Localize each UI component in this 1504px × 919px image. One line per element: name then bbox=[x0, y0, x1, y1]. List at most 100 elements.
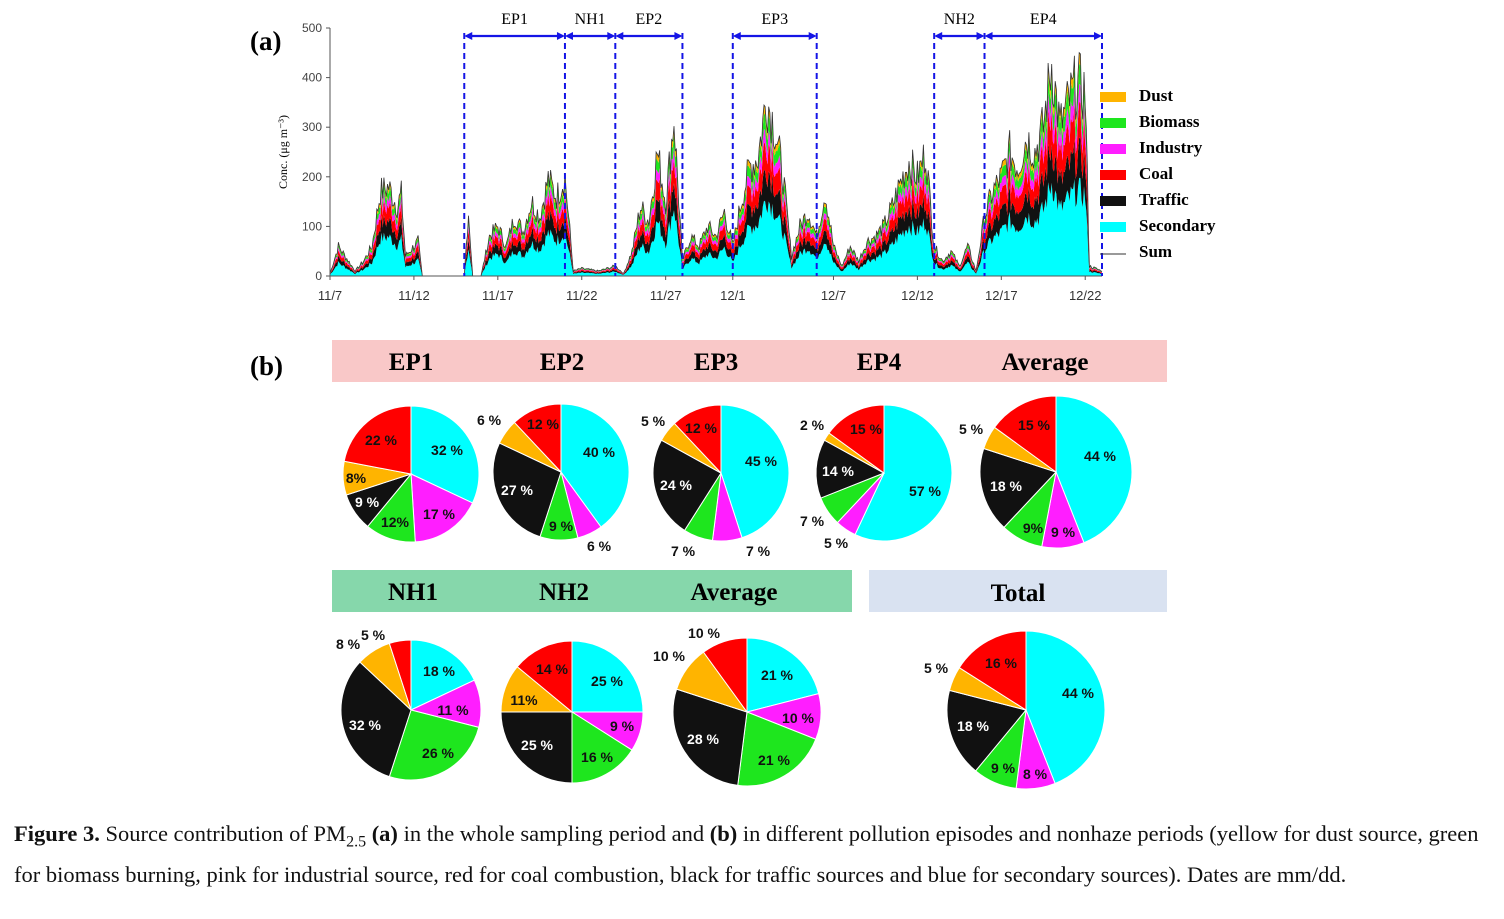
pie-label-biomass: 7 % bbox=[800, 513, 825, 529]
legend-swatch-coal bbox=[1100, 170, 1126, 180]
pie-label-dust: 5 % bbox=[959, 421, 984, 437]
pie-label-biomass: 26 % bbox=[422, 745, 454, 761]
pie-slice-secondary bbox=[410, 405, 480, 504]
pie-label-dust: 6 % bbox=[477, 412, 502, 428]
area-series-industry bbox=[330, 83, 1102, 277]
area-series-biomass bbox=[330, 63, 1102, 276]
episode-label: NH1 bbox=[575, 11, 606, 28]
pie-label-coal: 10 % bbox=[688, 625, 720, 641]
haze-header-ep2: EP2 bbox=[540, 349, 584, 376]
nonhaze-header-nh1: NH1 bbox=[388, 579, 438, 606]
stacked-area-chart bbox=[329, 51, 1103, 277]
episode-arrowhead bbox=[674, 32, 683, 40]
x-tick-label: 11/12 bbox=[398, 288, 430, 303]
panel-b-label: (b) bbox=[250, 351, 283, 381]
episode-arrowhead bbox=[976, 32, 985, 40]
pie-label-secondary: 25 % bbox=[591, 673, 623, 689]
pie-slice-biomass bbox=[737, 711, 817, 787]
pie-label-dust: 5 % bbox=[924, 660, 949, 676]
y-tick-label: 400 bbox=[302, 71, 322, 85]
y-tick-label: 100 bbox=[302, 219, 322, 233]
pie-label-traffic: 25 % bbox=[521, 737, 553, 753]
caption-text-3: in the whole sampling period and bbox=[397, 821, 710, 846]
pie-average-ep: 44 % 9 % 9% 18 % 5 % 15 % bbox=[959, 395, 1133, 549]
pie-slice-coal bbox=[343, 405, 412, 475]
pie-label-dust: 5 % bbox=[641, 413, 666, 429]
pie-label-coal: 12 % bbox=[527, 416, 559, 432]
x-tick-label: 12/22 bbox=[1069, 288, 1102, 303]
pie-label-biomass: 12% bbox=[381, 514, 410, 530]
pie-slice-traffic bbox=[340, 661, 412, 778]
pie-label-biomass: 9% bbox=[1023, 520, 1044, 536]
pie-nh1: 18 % 11 % 26 % 32 % 8 %5 % bbox=[336, 627, 482, 781]
pie-slice-coal bbox=[702, 637, 748, 714]
episode-label: EP2 bbox=[636, 11, 663, 28]
legend-swatch-secondary bbox=[1100, 222, 1126, 232]
pie-label-industry: 9 % bbox=[610, 718, 635, 734]
pie-slice-biomass bbox=[388, 709, 480, 781]
nonhaze-header-nh2: NH2 bbox=[539, 579, 589, 606]
pie-label-secondary: 40 % bbox=[583, 444, 615, 460]
legend-swatch-traffic bbox=[1100, 196, 1126, 206]
caption-b-label: (b) bbox=[709, 821, 738, 846]
legend-swatch-biomass bbox=[1100, 118, 1126, 128]
x-tick-label: 11/27 bbox=[650, 288, 682, 303]
pie-slice-traffic bbox=[672, 688, 748, 786]
pie-label-dust: 11% bbox=[510, 692, 538, 708]
episode-arrowhead bbox=[556, 32, 565, 40]
pie-label-coal: 15 % bbox=[1018, 417, 1050, 433]
pie-ep3: 45 % 7 % 7 % 24 % 5 % 12 % bbox=[641, 404, 790, 559]
y-tick-label: 300 bbox=[302, 120, 322, 134]
episode-markers: EP1 NH1 EP2 EP3 NH2 EP4 bbox=[463, 11, 1103, 276]
pie-label-industry: 17 % bbox=[423, 506, 455, 522]
pie-label-secondary: 44 % bbox=[1062, 685, 1094, 701]
pie-slice-coal bbox=[388, 639, 412, 711]
legend-swatch-industry bbox=[1100, 144, 1126, 154]
pie-label-coal: 22 % bbox=[365, 432, 397, 448]
pie-label-secondary: 32 % bbox=[431, 442, 463, 458]
pie-label-biomass: 9 % bbox=[549, 518, 574, 534]
pie-slice-secondary bbox=[854, 404, 953, 542]
haze-header-average: Average bbox=[1002, 349, 1089, 376]
pie-slice-secondary bbox=[571, 640, 644, 713]
pie-label-coal: 5 % bbox=[361, 627, 386, 643]
x-tick-label: 12/1 bbox=[720, 288, 745, 303]
pie-label-coal: 15 % bbox=[850, 421, 882, 437]
legend-label-sum: Sum bbox=[1139, 242, 1172, 261]
pie-label-industry: 11 % bbox=[437, 702, 469, 718]
haze-header-ep3: EP3 bbox=[694, 349, 738, 376]
pie-slice-traffic bbox=[946, 689, 1027, 772]
pie-label-dust: 8 % bbox=[336, 636, 361, 652]
pie-slice-coal bbox=[958, 630, 1027, 711]
episode-arrowhead bbox=[564, 32, 573, 40]
legend-label-traffic: Traffic bbox=[1139, 190, 1189, 209]
pie-label-secondary: 18 % bbox=[423, 663, 455, 679]
caption-a-label: (a) bbox=[371, 821, 398, 846]
chart-legend: Dust Biomass Industry Coal Traffic Secondary S… bbox=[1100, 86, 1216, 261]
haze-header-ep1: EP1 bbox=[389, 349, 433, 376]
legend-label-dust: Dust bbox=[1139, 86, 1173, 105]
pie-label-coal: 14 % bbox=[536, 661, 568, 677]
caption-text-1: Source contribution of PM bbox=[99, 821, 347, 846]
pie-headers: EP1 EP2 EP3 EP4 Average NH1 NH2 Average Total bbox=[388, 349, 1089, 607]
figure-caption: Figure 3. Source contribution of PM2.5 (… bbox=[14, 818, 1498, 891]
caption-text-4: in different pollution episodes and nonh… bbox=[14, 821, 1479, 887]
x-tick-label: 11/7 bbox=[318, 288, 342, 303]
pie-slice-biomass bbox=[571, 711, 633, 784]
pie-slice-secondary bbox=[1025, 630, 1106, 785]
pie-label-traffic: 18 % bbox=[957, 718, 989, 734]
pie-slice-traffic bbox=[492, 442, 562, 538]
episode-arrowhead bbox=[808, 32, 817, 40]
pie-label-traffic: 14 % bbox=[822, 463, 854, 479]
haze-header-band bbox=[332, 340, 1167, 382]
episode-label: NH2 bbox=[944, 11, 975, 28]
caption-subscript: 2.5 bbox=[346, 833, 367, 851]
pie-slice-traffic bbox=[652, 439, 722, 532]
pie-slice-secondary bbox=[746, 637, 820, 713]
pie-label-dust: 10 % bbox=[653, 648, 685, 664]
x-tick-label: 12/17 bbox=[985, 288, 1018, 303]
pie-slice-secondary bbox=[720, 404, 790, 539]
episode-arrowhead bbox=[1094, 32, 1102, 40]
chart-axes: 0 100 200 300 400 500 11/7 11/12 11/17 11/22 11/27… bbox=[276, 21, 1102, 303]
